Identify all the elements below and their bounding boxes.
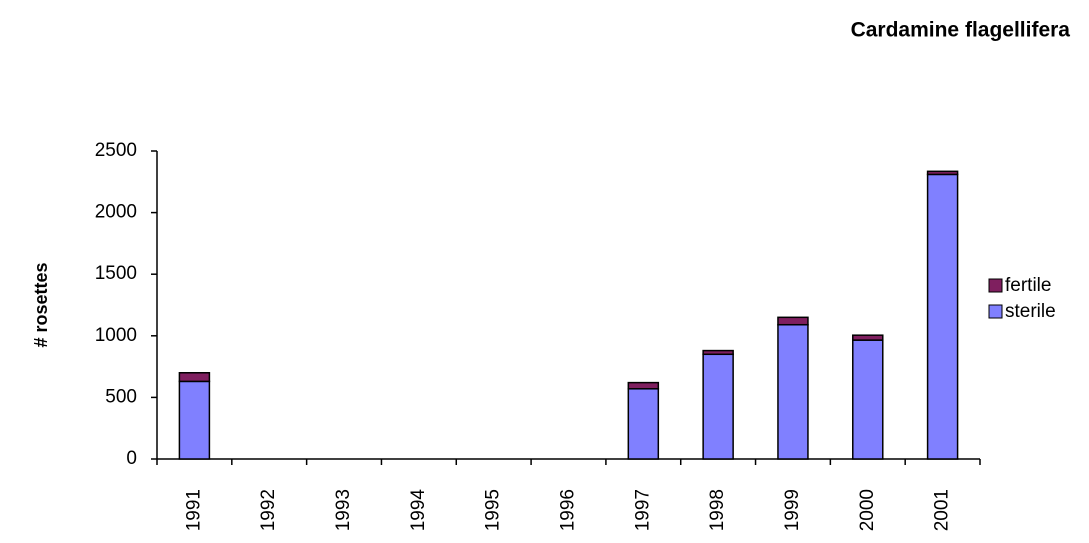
bar-segment — [926, 170, 959, 176]
x-tick-label: 2001 — [932, 489, 953, 531]
bar-segment — [926, 173, 959, 460]
legend-label: sterile — [1005, 301, 1056, 322]
y-tick-label: 2500 — [95, 140, 137, 161]
x-tick-label: 1992 — [258, 489, 279, 531]
x-tick-label: 1998 — [707, 489, 728, 531]
x-tick-label: 2000 — [857, 489, 878, 531]
y-tick-label: 500 — [105, 386, 137, 407]
bar-segment — [852, 339, 884, 460]
legend-swatch — [988, 304, 1003, 319]
bar-segment — [627, 388, 660, 460]
bar-segment — [702, 349, 734, 356]
y-axis-label: # rosettes — [31, 262, 51, 347]
legend-label: fertile — [1005, 275, 1051, 296]
y-tick-label: 0 — [126, 448, 137, 469]
y-tick-label: 2000 — [95, 202, 137, 223]
x-tick-label: 1993 — [333, 489, 354, 531]
bar-segment — [702, 353, 734, 460]
x-tick-label: 1991 — [183, 489, 204, 531]
chart-title: Cardamine flagellifera — [851, 19, 1071, 42]
y-tick-label: 1500 — [95, 263, 137, 284]
x-tick-label: 1995 — [483, 489, 504, 531]
x-tick-label: 1994 — [408, 489, 429, 532]
x-tick-label: 1999 — [782, 489, 803, 531]
legend-swatch — [988, 278, 1003, 293]
x-tick-label: 1997 — [632, 489, 653, 531]
bar-segment — [178, 372, 211, 383]
y-tick-label: 1000 — [95, 325, 137, 346]
x-tick-label: 1996 — [558, 489, 579, 531]
bar-segment — [777, 323, 809, 460]
bar-segment — [178, 380, 211, 460]
bar-segment — [627, 381, 660, 390]
bar-segment — [852, 334, 884, 341]
bar-segment — [777, 316, 809, 326]
